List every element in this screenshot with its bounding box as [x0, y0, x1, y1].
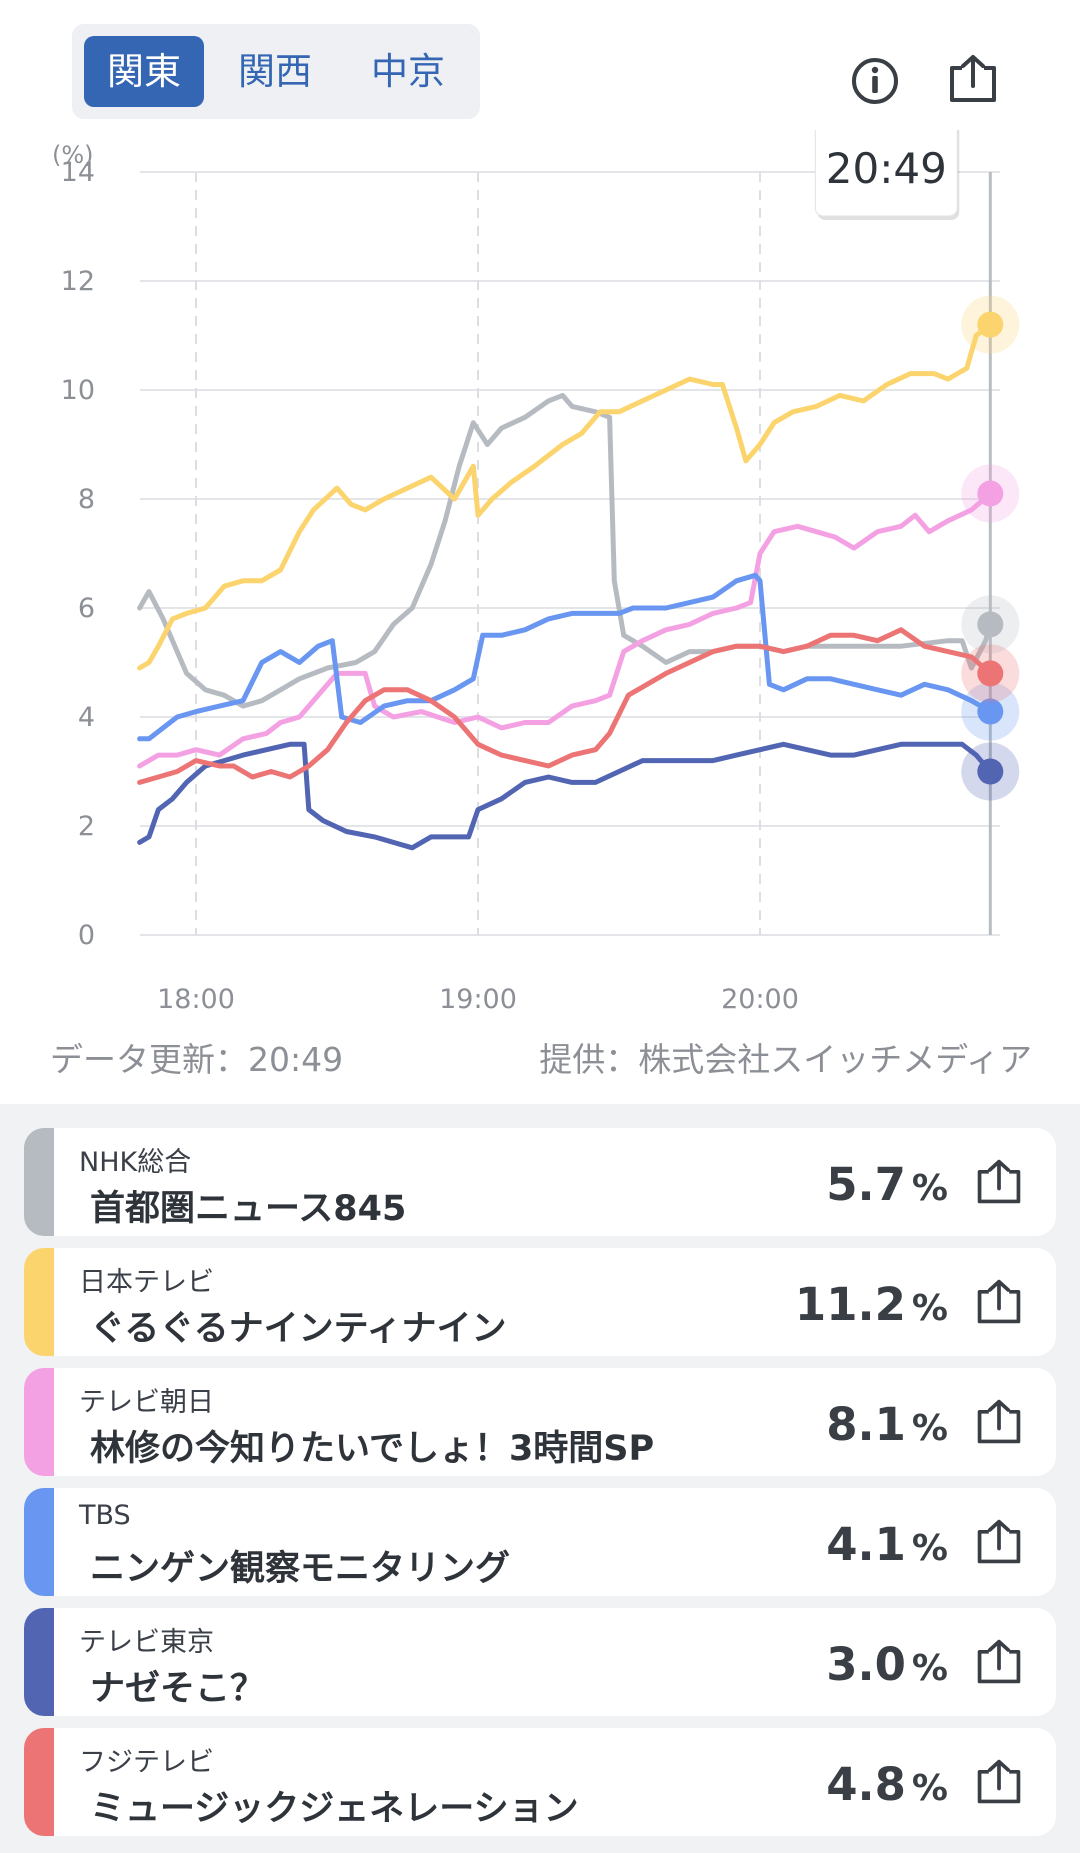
channel-name: テレビ朝日: [79, 1387, 214, 1418]
share-icon[interactable]: [974, 1156, 1024, 1208]
rating-number: 4.1: [826, 1518, 906, 1571]
end-dot: [977, 758, 1004, 785]
channel-card-tbs[interactable]: TBS ニンゲン観察モニタリング 4.1%: [24, 1488, 1056, 1596]
share-icon[interactable]: [946, 52, 1000, 106]
rating-value: 5.7%: [826, 1158, 948, 1211]
program-title: 林修の今知りたいでしょ！3時間SP: [90, 1429, 655, 1469]
share-icon[interactable]: [974, 1396, 1024, 1448]
rating-number: 5.7: [826, 1158, 906, 1211]
rating-unit: %: [911, 1528, 948, 1569]
y-tick-label: 8: [78, 484, 95, 515]
y-tick-label: 10: [61, 375, 95, 406]
rating-value: 8.1%: [826, 1398, 948, 1451]
data-updated-label: データ更新：20:49: [50, 1040, 344, 1079]
channel-color-bar: [24, 1728, 54, 1836]
end-dot: [977, 311, 1004, 338]
share-icon[interactable]: [974, 1276, 1024, 1328]
channel-color-bar: [24, 1608, 54, 1716]
y-tick-label: 4: [78, 702, 95, 733]
series-line: [137, 572, 993, 742]
channel-name: TBS: [79, 1500, 131, 1531]
series-line: [137, 741, 993, 851]
cursor-tooltip: [814, 130, 958, 217]
channel-color-bar: [24, 1368, 54, 1476]
rating-value: 3.0%: [826, 1638, 948, 1691]
tab-kanto[interactable]: 関東: [84, 36, 204, 107]
y-tick-label: 14: [61, 157, 95, 188]
x-axis-ticks: 18:00 19:00 20:00: [157, 984, 799, 1010]
rating-chart: 0 2 4 6 8 10 12 14 18:00 19:00 20:00 (%) 20:49: [52, 130, 1020, 1010]
y-tick-label: 0: [78, 920, 95, 951]
rating-number: 4.8: [826, 1758, 906, 1811]
channel-card-fuji[interactable]: フジテレビ ミュージックジェネレーション 4.8%: [24, 1728, 1056, 1836]
rating-value: 4.8%: [826, 1758, 948, 1811]
program-title: ぐるぐるナインティナイン: [90, 1309, 507, 1349]
tab-kansai[interactable]: 関西: [238, 50, 312, 93]
chart-grid: [140, 171, 1000, 936]
tab-chukyo[interactable]: 中京: [371, 50, 445, 93]
end-dot: [977, 698, 1004, 725]
channel-card-ntv[interactable]: 日本テレビ ぐるぐるナインティナイン 11.2%: [24, 1248, 1056, 1356]
rating-unit: %: [911, 1408, 948, 1449]
rating-number: 11.2: [794, 1278, 906, 1331]
series-line: [137, 491, 993, 769]
end-dot: [977, 480, 1004, 507]
rating-unit: %: [911, 1648, 948, 1689]
x-tick-label: 18:00: [157, 984, 235, 1010]
share-icon[interactable]: [974, 1636, 1024, 1688]
channel-color-bar: [24, 1128, 54, 1236]
channel-name: テレビ東京: [79, 1627, 214, 1658]
info-icon[interactable]: [850, 56, 900, 106]
program-title: 首都圏ニュース845: [90, 1189, 407, 1229]
program-title: ナゼそこ？: [90, 1669, 266, 1709]
rating-value: 4.1%: [826, 1518, 948, 1571]
rating-number: 8.1: [826, 1398, 906, 1451]
series-line: [137, 322, 993, 671]
y-axis-ticks: 0 2 4 6 8 10 12 14: [61, 157, 95, 951]
cursor-time-label: 20:49: [826, 144, 947, 193]
rating-number: 3.0: [826, 1638, 906, 1691]
rating-unit: %: [911, 1288, 948, 1329]
share-icon[interactable]: [974, 1516, 1024, 1568]
channel-color-bar: [24, 1248, 54, 1356]
channel-name: フジテレビ: [79, 1747, 214, 1778]
channel-name: 日本テレビ: [79, 1267, 214, 1298]
program-title: ニンゲン観察モニタリング: [90, 1549, 511, 1589]
end-dot: [977, 660, 1004, 687]
series-line: [137, 627, 993, 785]
channel-name: NHK総合: [79, 1147, 192, 1178]
chart-lines: [137, 322, 993, 851]
share-icon[interactable]: [974, 1756, 1024, 1808]
data-provider-label: 提供：株式会社スイッチメディア: [539, 1040, 1032, 1079]
rating-unit: %: [911, 1168, 948, 1209]
y-tick-label: 6: [78, 593, 95, 624]
channel-color-bar: [24, 1488, 54, 1596]
y-tick-label: 2: [78, 811, 95, 842]
channel-card-nhk[interactable]: NHK総合 首都圏ニュース845 5.7%: [24, 1128, 1056, 1236]
channel-card-tv-asahi[interactable]: テレビ朝日 林修の今知りたいでしょ！3時間SP 8.1%: [24, 1368, 1056, 1476]
end-dot: [977, 611, 1004, 638]
y-tick-label: 12: [61, 266, 95, 297]
x-tick-label: 19:00: [439, 984, 517, 1010]
program-title: ミュージックジェネレーション: [90, 1789, 579, 1829]
y-axis-unit: (%): [52, 141, 94, 169]
channel-card-tv-tokyo[interactable]: テレビ東京 ナゼそこ？ 3.0%: [24, 1608, 1056, 1716]
rating-value: 11.2%: [795, 1278, 948, 1331]
rating-unit: %: [911, 1768, 948, 1809]
time-cursor: 20:49: [814, 130, 992, 935]
x-tick-label: 20:00: [721, 984, 799, 1010]
chart-end-dots: [961, 295, 1020, 801]
region-tabs: 関東 関西 中京: [72, 24, 480, 119]
